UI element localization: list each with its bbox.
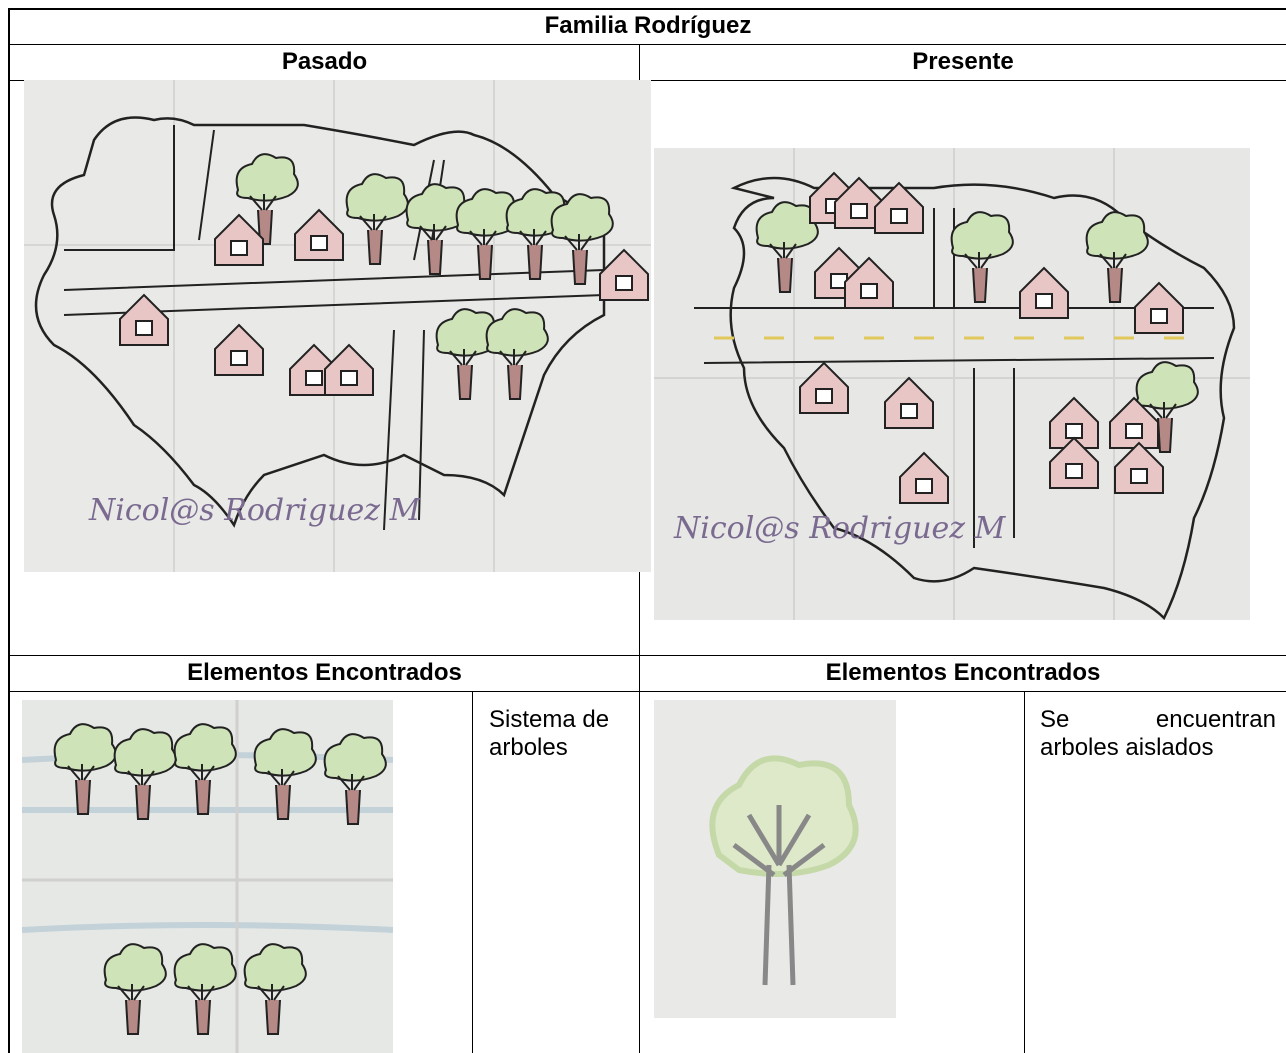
signature: Nicol@s Rodriguez M	[88, 493, 422, 528]
border	[8, 44, 1286, 45]
border	[8, 8, 10, 1053]
border	[472, 691, 473, 1053]
column-header: Presente	[912, 48, 1014, 75]
element-text: Se encuentran arboles aislados	[1040, 706, 1276, 761]
border	[8, 8, 1286, 10]
border	[8, 655, 1286, 656]
section-header: Elementos Encontrados	[187, 659, 462, 686]
column-header: Pasado	[281, 48, 368, 75]
section-header: Elementos Encontrados	[825, 659, 1101, 686]
border	[8, 691, 1286, 692]
border	[1024, 691, 1025, 1053]
detail-photo	[22, 700, 393, 1053]
map-drawing: Nicol@s Rodriguez M	[24, 80, 651, 572]
signature: Nicol@s Rodriguez M	[673, 511, 1007, 546]
table-title: Familia Rodríguez	[544, 12, 752, 39]
element-text: Sistema de arboles	[489, 706, 610, 761]
map-drawing: Nicol@s Rodriguez M	[654, 148, 1250, 620]
detail-photo	[654, 700, 896, 1018]
